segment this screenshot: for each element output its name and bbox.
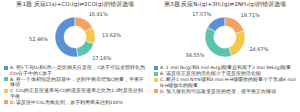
html-text:C. CO₂的正反应速率与CO的逆反应速率之比为1:2时反应: C. CO₂的正反应速率与CO的逆反应速率之比为1:2时反应达到平衡 xyxy=(10,88,144,99)
svg-text:38.55%: 38.55% xyxy=(185,52,204,58)
html-text:B. 在一个体积恒定的容器中，达到平衡后增加C的量，平衡不移: B. 在一个体积恒定的容器中，达到平衡后增加C的量，平衡不移动 xyxy=(10,76,145,87)
svg-text:24.67%: 24.67% xyxy=(249,46,268,52)
html-text:第1题 反应C(s)+CO₂(g)⇌2CO(g)的错误选项: 第1题 反应C(s)+CO₂(g)⇌2CO(g)的错误选项 xyxy=(16,1,134,7)
svg-text:17.18%: 17.18% xyxy=(92,55,111,61)
svg-text:17.07%: 17.07% xyxy=(192,11,211,17)
html-text:B. 该反应正反应的活化能小于逆反应的活化能: B. 该反应正反应的活化能小于逆反应的活化能 xyxy=(160,71,261,76)
html-text:D. 加入催化剂可以改变反应的焓变，使平衡正向移动: D. 加入催化剂可以改变反应的焓变，使平衡正向移动 xyxy=(160,88,277,94)
html-text:A. 1 mol N₂(g)和3 mol H₂(g)能量总和: A. 1 mol N₂(g)和3 mol H₂(g)能量总和高于2 mol NH… xyxy=(160,65,292,70)
svg-text:16.91%: 16.91% xyxy=(89,11,108,17)
svg-text:13.62%: 13.62% xyxy=(102,32,121,38)
svg-text:19.71%: 19.71% xyxy=(241,12,260,18)
html-text:D. 该反应中CO₂为氧化剂，原子利用率未达到100%: D. 该反应中CO₂为氧化剂，原子利用率未达到100% xyxy=(10,99,123,105)
html-text:A. 在S下与O₂和C作一定比例充分反应，C原子可以全部转化: A. 在S下与O₂和C作一定比例充分反应，C原子可以全部转化为CO₂分子中的C原… xyxy=(10,65,146,76)
html-text:C. 断开1 mol N≡N键和3 mol H-H键吸收的能: C. 断开1 mol N≡N键和3 mol H-H键吸收的能量小于形成6 mol… xyxy=(160,77,296,88)
html-text:第3题 反应N₂(g)+3H₂(g)⇌2NH₃(g)的错误选: 第3题 反应N₂(g)+3H₂(g)⇌2NH₃(g)的错误选项 xyxy=(164,1,286,7)
svg-text:52.46%: 52.46% xyxy=(29,36,48,42)
